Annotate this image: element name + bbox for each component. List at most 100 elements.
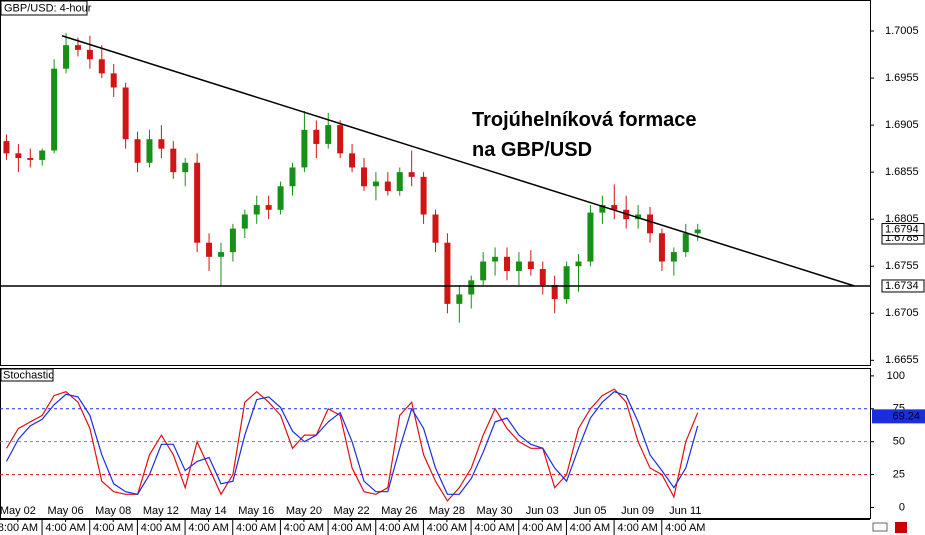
x-tick-time: 4:00 AM xyxy=(141,522,181,534)
price-tag xyxy=(881,279,925,293)
y-tick-label: 1.6705 xyxy=(885,307,919,319)
candle-body xyxy=(468,280,475,295)
x-tick-label: Jun 03 xyxy=(526,505,559,517)
y-tick-label: 1.7005 xyxy=(885,25,919,37)
y-tick-label: 100 xyxy=(887,370,905,382)
candle-body xyxy=(408,172,415,177)
x-tick-time: 4:00 AM xyxy=(474,522,514,534)
title-box xyxy=(0,0,88,16)
x-tick-time: 4:00 AM xyxy=(284,522,324,534)
candle-body xyxy=(63,45,70,69)
candle-body xyxy=(420,176,427,215)
stoch-line xyxy=(5,391,699,495)
candle-body xyxy=(396,172,403,191)
candle-body xyxy=(74,45,81,50)
candle-body xyxy=(134,139,141,163)
candle-body xyxy=(182,162,189,173)
x-tick-label: May 06 xyxy=(48,505,84,517)
x-tick-label: May 14 xyxy=(191,505,227,517)
stoch-title-box xyxy=(0,368,54,382)
y-tick-label: 1.6805 xyxy=(885,213,919,225)
candle-body xyxy=(98,59,105,74)
candle-body xyxy=(658,233,665,262)
y-tick-label: 25 xyxy=(893,468,905,480)
x-tick-time: 4:00 AM xyxy=(93,522,133,534)
x-tick-label: May 30 xyxy=(477,505,513,517)
chart-title: GBP/USD: 4-hour xyxy=(4,2,92,14)
candle-body xyxy=(444,242,451,304)
x-tick-time: 4:00 AM xyxy=(427,522,467,534)
candle-body xyxy=(480,261,487,281)
candle-body xyxy=(337,125,344,154)
candle-body xyxy=(146,139,153,163)
price-tag xyxy=(881,223,925,237)
x-tick-label: Jun 09 xyxy=(621,505,654,517)
x-tick-time: 8:00 AM xyxy=(0,522,38,534)
x-tick-time: 4:00 AM xyxy=(331,522,371,534)
candle-body xyxy=(277,186,284,210)
x-tick-label: May 26 xyxy=(381,505,417,517)
candle-body xyxy=(325,125,332,144)
x-tick-label: Jun 05 xyxy=(573,505,606,517)
candle-body xyxy=(27,158,34,160)
candle-body xyxy=(253,205,260,215)
candle-body xyxy=(170,148,177,173)
candle-body xyxy=(51,68,58,151)
candle-body xyxy=(611,205,618,210)
x-tick-label: May 28 xyxy=(429,505,465,517)
candle-body xyxy=(158,139,165,149)
candle-body xyxy=(349,153,356,168)
candle-body xyxy=(206,242,213,257)
candle-body xyxy=(599,205,606,213)
scroll-icon[interactable] xyxy=(872,522,888,532)
candle-body xyxy=(587,212,594,262)
x-tick-time: 4:00 AM xyxy=(236,522,276,534)
candle-body xyxy=(575,261,582,267)
y-tick-label: 1.6955 xyxy=(885,72,919,84)
candle-body xyxy=(456,294,463,304)
candle-body xyxy=(551,285,558,300)
trendline xyxy=(61,35,855,287)
x-tick-label: May 08 xyxy=(95,505,131,517)
candle-body xyxy=(289,167,296,187)
value-tag xyxy=(872,409,925,424)
price-tag-label: 1.6734 xyxy=(885,280,919,292)
annotation: Trojúhelníková formace xyxy=(472,109,697,131)
candle-body xyxy=(217,252,224,257)
x-tick-time: 4:00 AM xyxy=(617,522,657,534)
candle-body xyxy=(670,252,677,262)
candle-body xyxy=(635,214,642,220)
x-tick-time: 4:00 AM xyxy=(188,522,228,534)
x-tick-time: 4:00 AM xyxy=(45,522,85,534)
close-icon[interactable] xyxy=(895,522,907,533)
y-tick-label: 1.6855 xyxy=(885,166,919,178)
candle-body xyxy=(492,256,499,262)
price-tag-label: 1.6794 xyxy=(885,223,919,235)
candle-body xyxy=(122,87,129,140)
candle-body xyxy=(384,181,391,191)
candle-body xyxy=(432,214,439,243)
x-tick-time: 4:00 AM xyxy=(379,522,419,534)
candle-body xyxy=(647,214,654,234)
candle-body xyxy=(563,266,570,300)
x-tick-label: May 02 xyxy=(0,505,36,517)
y-tick-label: 50 xyxy=(893,436,905,448)
stoch-title: Stochastic xyxy=(3,369,54,381)
candle-body xyxy=(3,141,10,154)
candle-body xyxy=(313,129,320,144)
candle-body xyxy=(360,167,367,187)
candle-body xyxy=(229,228,236,253)
y-tick-label: 1.6755 xyxy=(885,260,919,272)
candle-body xyxy=(241,214,248,229)
price-panel xyxy=(0,0,871,366)
x-tick-label: May 16 xyxy=(238,505,274,517)
stochastic-panel xyxy=(0,368,871,519)
stoch-line xyxy=(5,388,699,502)
candle-body xyxy=(194,162,201,243)
x-tick-label: Jun 11 xyxy=(669,505,701,517)
candle-body xyxy=(265,205,272,210)
x-tick-label: May 12 xyxy=(143,505,179,517)
x-tick-time: 4:00 AM xyxy=(665,522,705,534)
x-tick-label: May 22 xyxy=(334,505,370,517)
